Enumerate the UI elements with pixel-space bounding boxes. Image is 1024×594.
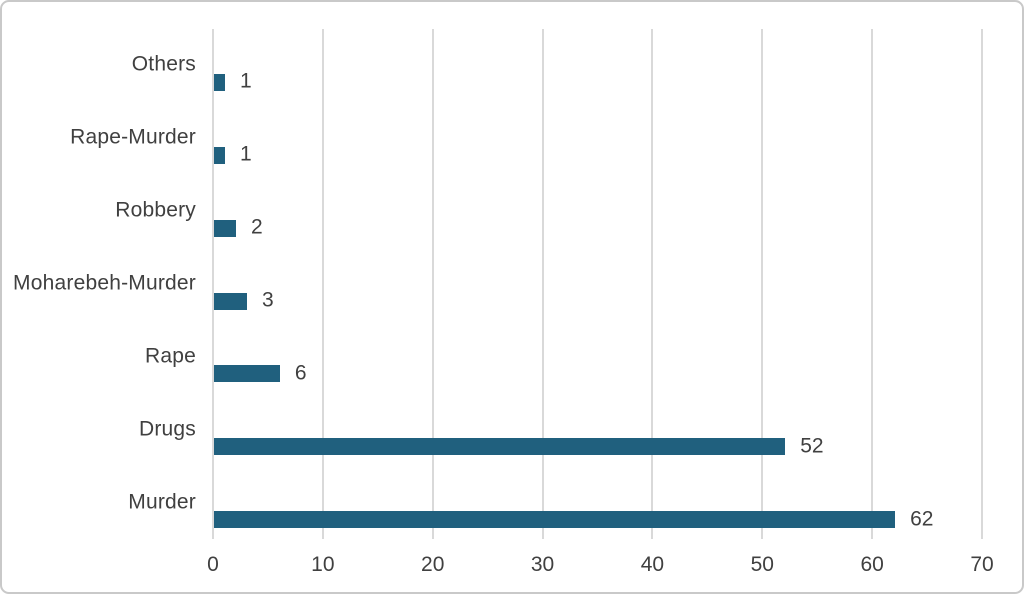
category-label-drugs: Drugs [138,417,196,441]
value-label-robbery: 2 [250,215,263,239]
category-label-murder: Murder [128,490,196,514]
x-tick-label: 10 [311,553,335,576]
value-label-others: 1 [239,69,252,93]
bar-murder [214,511,896,529]
x-axis: 0 10 20 30 40 50 60 70 [207,553,994,583]
x-tick-label: 70 [970,553,994,576]
gridline [321,29,324,539]
bar-robbery [214,219,236,237]
category-label-rape-murder: Rape-Murder [70,125,196,149]
x-tick-label: 30 [530,553,555,576]
category-label-robbery: Robbery [115,198,196,222]
value-label-murder: 62 [910,507,934,531]
gridline [541,29,544,539]
gridline [761,29,764,539]
category-label-moharebeh-murder: Moharebeh-Murder [13,271,196,295]
category-label-others: Others [131,52,196,76]
bar-rape-murder [214,146,225,164]
gridline [431,29,434,539]
value-label-rape: 6 [294,361,307,385]
plot-area: Others 1 Rape-Murder 1 Robbery 2 Moharebeh-Mur… [13,29,983,539]
bar-moharebeh-murder [214,292,247,310]
value-label-drugs: 52 [800,434,824,458]
value-label-rape-murder: 1 [239,142,252,166]
gridline [871,29,874,539]
bar-rape [214,365,280,383]
value-label-moharebeh-murder: 3 [261,288,274,312]
x-tick-label: 0 [207,553,219,576]
gridline [981,29,983,539]
category-label-rape: Rape [144,344,196,368]
gridline [651,29,654,539]
bar-drugs [214,438,786,456]
x-tick-label: 50 [750,553,774,576]
bar-others [214,73,225,91]
x-tick-label: 40 [640,553,665,576]
x-tick-label: 60 [860,553,884,576]
y-axis-line [212,29,214,539]
x-tick-label: 20 [421,553,445,576]
